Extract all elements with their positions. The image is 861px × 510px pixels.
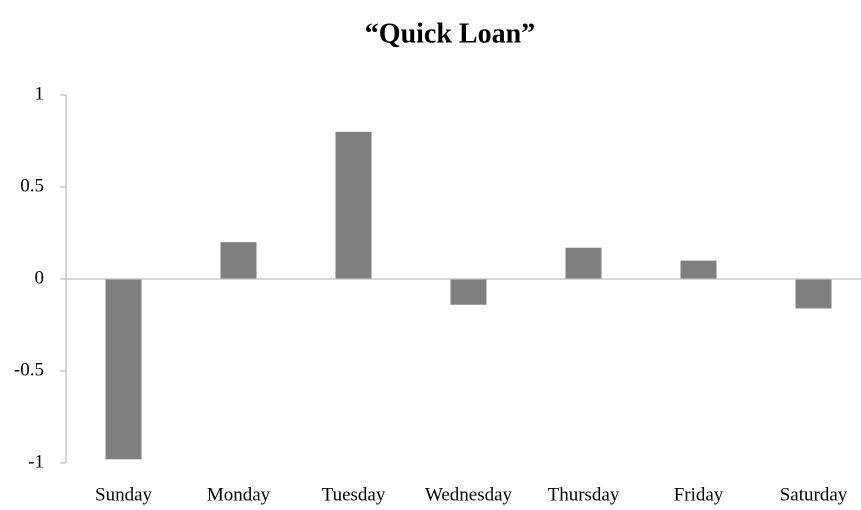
chart-title: “Quick Loan” [365, 18, 535, 49]
x-tick-label: Sunday [95, 484, 153, 505]
bar [680, 260, 717, 279]
y-tick-label: -0.5 [14, 359, 44, 380]
x-tick-label: Thursday [548, 484, 620, 505]
bar [335, 131, 372, 279]
x-tick-label: Monday [207, 484, 271, 505]
bar [450, 279, 487, 305]
x-tick-label: Friday [674, 484, 724, 505]
bar [105, 279, 142, 460]
y-tick-label: -1 [28, 451, 44, 472]
x-tick-label: Saturday [780, 484, 848, 505]
x-tick-label: Tuesday [322, 484, 386, 505]
bar [220, 242, 257, 279]
bar [795, 279, 832, 309]
bar [565, 247, 602, 279]
y-tick-label: 0 [35, 267, 45, 288]
y-tick-label: 0.5 [20, 175, 44, 196]
x-tick-label: Wednesday [425, 484, 513, 505]
y-tick-label: 1 [35, 83, 45, 104]
